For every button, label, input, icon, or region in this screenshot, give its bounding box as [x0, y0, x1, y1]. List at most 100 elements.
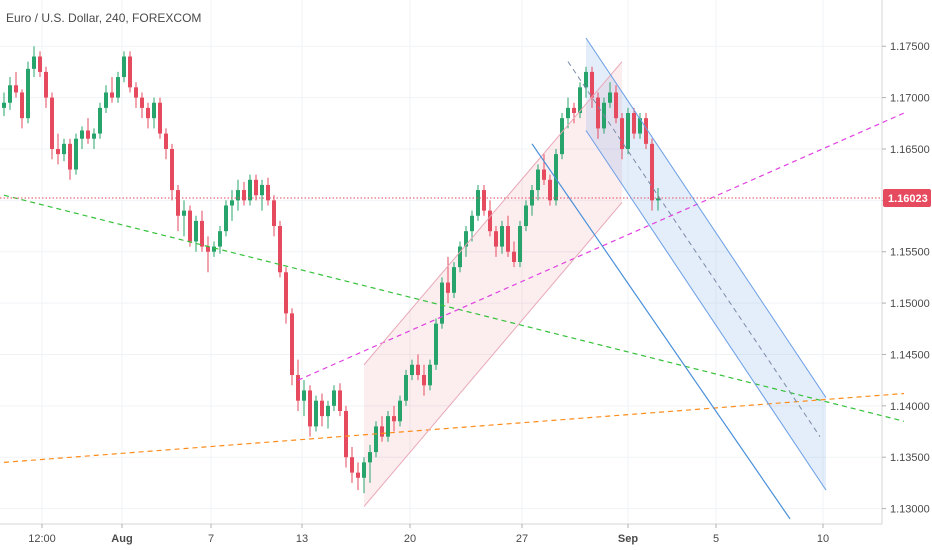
candle-down[interactable]: [416, 364, 420, 376]
candle-up[interactable]: [374, 426, 378, 453]
channel-border[interactable]: [585, 130, 827, 491]
candle-down[interactable]: [296, 375, 300, 401]
candle-up[interactable]: [62, 143, 66, 155]
candle-down[interactable]: [242, 190, 246, 201]
candle-up[interactable]: [104, 92, 108, 108]
candle-down[interactable]: [278, 226, 282, 273]
candle-down[interactable]: [356, 472, 360, 478]
candle-up[interactable]: [116, 77, 120, 98]
candle-down[interactable]: [284, 272, 288, 314]
candle-up[interactable]: [470, 215, 474, 232]
candle-down[interactable]: [158, 102, 162, 134]
channel-border[interactable]: [363, 202, 623, 507]
candle-up[interactable]: [98, 107, 102, 134]
candle-up[interactable]: [332, 390, 336, 406]
candle-up[interactable]: [194, 220, 198, 242]
candle-down[interactable]: [344, 410, 348, 458]
candle-down[interactable]: [380, 426, 384, 437]
candle-up[interactable]: [302, 390, 306, 401]
candle-down[interactable]: [56, 148, 60, 155]
candle-down[interactable]: [446, 282, 450, 293]
time-axis[interactable]: 12:00 Aug 7 13 20 27 Sep 5 10: [28, 524, 829, 545]
candle-down[interactable]: [542, 169, 546, 180]
candle-down[interactable]: [14, 85, 18, 93]
candle-up[interactable]: [212, 246, 216, 252]
candle-down[interactable]: [308, 390, 312, 427]
candle-up[interactable]: [452, 267, 456, 293]
candle-up[interactable]: [260, 184, 264, 196]
candle-up[interactable]: [584, 71, 588, 88]
candle-down[interactable]: [620, 118, 624, 149]
candle-up[interactable]: [398, 400, 402, 422]
candle-up[interactable]: [122, 56, 126, 78]
price-axis[interactable]: 1.175001.170001.165001.160001.155001.150…: [882, 41, 930, 516]
candle-down[interactable]: [134, 87, 138, 98]
candle-up[interactable]: [464, 231, 468, 247]
candle-up[interactable]: [326, 405, 330, 417]
candle-down[interactable]: [650, 143, 654, 201]
candle-up[interactable]: [434, 323, 438, 365]
candle-down[interactable]: [128, 56, 132, 88]
candle-up[interactable]: [80, 130, 84, 139]
trendline[interactable]: [3, 194, 905, 422]
candle-up[interactable]: [554, 154, 558, 201]
candle-down[interactable]: [176, 190, 180, 216]
candle-up[interactable]: [458, 246, 462, 268]
candle-down[interactable]: [254, 179, 258, 196]
candle-down[interactable]: [644, 118, 648, 144]
channel-border[interactable]: [363, 61, 623, 366]
candle-down[interactable]: [338, 390, 342, 411]
candle-up[interactable]: [182, 210, 186, 216]
candle-down[interactable]: [488, 210, 492, 232]
candle-down[interactable]: [20, 92, 24, 119]
candle-down[interactable]: [596, 97, 600, 129]
trendline[interactable]: [297, 112, 905, 381]
candle-up[interactable]: [404, 375, 408, 401]
candle-down[interactable]: [164, 133, 168, 149]
trendline[interactable]: [3, 392, 905, 463]
candle-down[interactable]: [38, 56, 42, 72]
candle-up[interactable]: [608, 92, 612, 103]
candle-up[interactable]: [476, 190, 480, 216]
candle-up[interactable]: [8, 85, 12, 103]
candle-down[interactable]: [494, 231, 498, 247]
candle-up[interactable]: [368, 452, 372, 463]
candle-down[interactable]: [290, 313, 294, 376]
candle-up[interactable]: [386, 416, 390, 437]
candle-up[interactable]: [656, 198, 660, 201]
candle-down[interactable]: [548, 179, 552, 201]
candles[interactable]: [2, 46, 660, 494]
candle-up[interactable]: [560, 118, 564, 155]
candle-up[interactable]: [152, 102, 156, 119]
candle-down[interactable]: [572, 107, 576, 114]
candle-up[interactable]: [92, 133, 96, 139]
candle-up[interactable]: [500, 226, 504, 247]
candle-down[interactable]: [320, 400, 324, 417]
candle-up[interactable]: [2, 102, 6, 108]
candle-up[interactable]: [236, 190, 240, 201]
candle-down[interactable]: [188, 210, 192, 242]
candle-down[interactable]: [482, 190, 486, 211]
candle-up[interactable]: [314, 400, 318, 427]
candle-down[interactable]: [170, 148, 174, 191]
candle-up[interactable]: [218, 231, 222, 247]
candle-down[interactable]: [614, 92, 618, 119]
candle-down[interactable]: [512, 251, 516, 262]
candle-down[interactable]: [110, 92, 114, 98]
candle-up[interactable]: [362, 462, 366, 478]
candle-down[interactable]: [266, 184, 270, 201]
candle-up[interactable]: [518, 226, 522, 262]
candle-up[interactable]: [410, 364, 414, 376]
candle-up[interactable]: [32, 56, 36, 69]
drawings[interactable]: [0, 37, 905, 520]
candle-up[interactable]: [230, 200, 234, 206]
candle-down[interactable]: [140, 97, 144, 108]
candle-up[interactable]: [224, 205, 228, 232]
channel-border[interactable]: [585, 37, 827, 398]
candle-down[interactable]: [272, 200, 276, 227]
candle-up[interactable]: [26, 68, 30, 119]
candle-down[interactable]: [146, 107, 150, 119]
candle-up[interactable]: [248, 179, 252, 201]
candle-down[interactable]: [68, 143, 72, 170]
